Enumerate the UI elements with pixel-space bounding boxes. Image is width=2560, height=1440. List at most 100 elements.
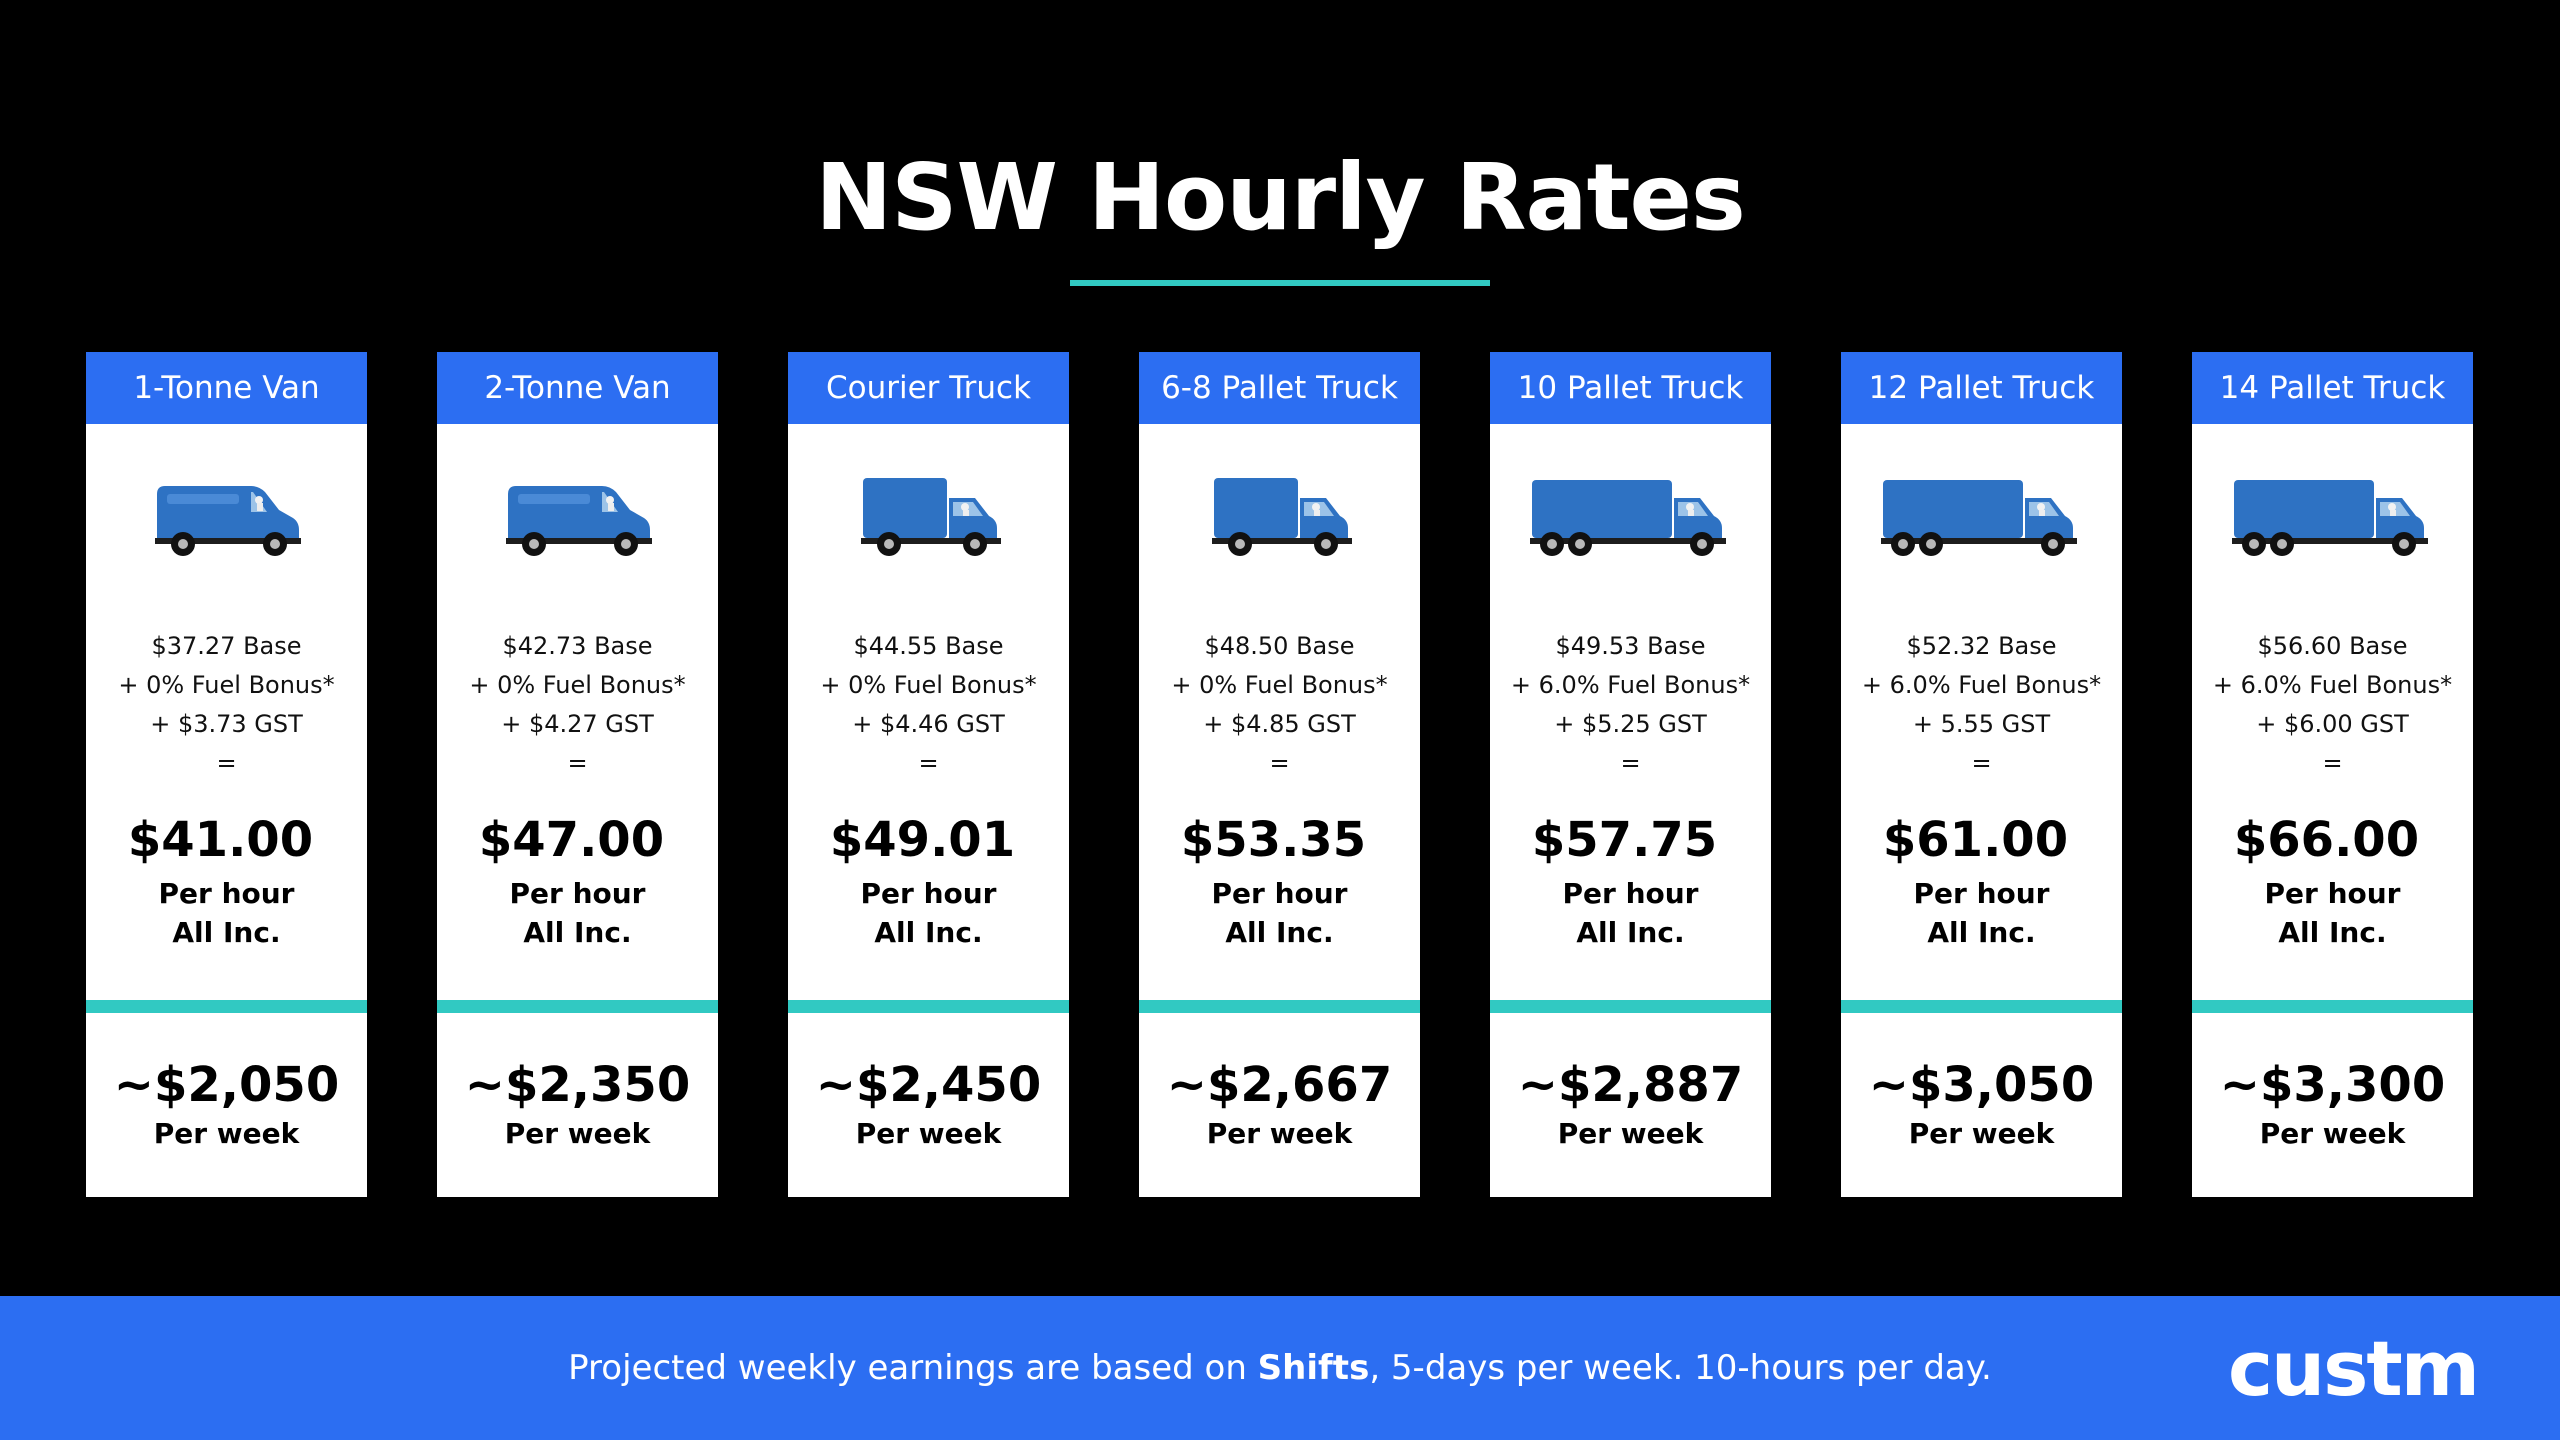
base-rate: $52.32 Base	[1906, 632, 2057, 660]
footer-note-end: , 5-days per week. 10-hours per day.	[1369, 1348, 1992, 1388]
base-rate: $42.73 Base	[502, 632, 653, 660]
large-truck-icon	[1490, 472, 1771, 582]
weekly-total: ~$3,300	[2219, 1057, 2446, 1113]
page-title: NSW Hourly Rates	[815, 144, 1745, 251]
weekly-total: ~$2,050	[113, 1057, 340, 1113]
per-hour-label: Per hour	[2264, 877, 2401, 910]
hourly-unit: Per hour All Inc.	[2192, 874, 2473, 952]
hourly-total: $66.00	[2233, 812, 2420, 868]
van-icon	[86, 472, 367, 582]
card-divider	[86, 1000, 367, 1013]
custm-logo: custm	[2228, 1324, 2480, 1413]
gst-amount: + $4.27 GST	[501, 710, 654, 738]
rate-card-10-pallet-truck: 10 Pallet Truck $49.53 Base + 6.0% Fuel …	[1490, 352, 1771, 1197]
all-inc-label: All Inc.	[172, 916, 281, 949]
per-week-label: Per week	[1908, 1117, 2055, 1150]
weekly-total: ~$2,450	[815, 1057, 1042, 1113]
rate-breakdown: $49.53 Base + 6.0% Fuel Bonus* + $5.25 G…	[1490, 627, 1771, 783]
equals-sign: =	[1269, 749, 1290, 777]
equals-sign: =	[2322, 749, 2343, 777]
rate-cards: 1-Tonne Van $37.27 Base + 0% Fuel Bonus*…	[86, 352, 2476, 1197]
weekly-total: ~$2,887	[1517, 1057, 1744, 1113]
title-underline	[1070, 280, 1490, 286]
footer-note-shifts: Shifts	[1257, 1348, 1370, 1388]
card-divider	[1490, 1000, 1771, 1013]
rate-breakdown: $44.55 Base + 0% Fuel Bonus* + $4.46 GST…	[788, 627, 1069, 783]
card-header: 12 Pallet Truck	[1841, 352, 2122, 424]
card-header: 14 Pallet Truck	[2192, 352, 2473, 424]
gst-amount: + $5.25 GST	[1554, 710, 1707, 738]
gst-amount: + $4.85 GST	[1203, 710, 1356, 738]
hourly-total: $53.35	[1180, 812, 1367, 868]
weekly-total: ~$3,050	[1868, 1057, 2095, 1113]
rate-card-6-8-pallet-truck: 6-8 Pallet Truck $48.50 Base + 0% Fuel B…	[1139, 352, 1420, 1197]
base-rate: $44.55 Base	[853, 632, 1004, 660]
hourly-unit: Per hour All Inc.	[1139, 874, 1420, 952]
equals-sign: =	[567, 749, 588, 777]
fuel-bonus: + 0% Fuel Bonus*	[118, 671, 335, 699]
rate-breakdown: $56.60 Base + 6.0% Fuel Bonus* + $6.00 G…	[2192, 627, 2473, 783]
rate-card-2-tonne-van: 2-Tonne Van $42.73 Base + 0% Fuel Bonus*…	[437, 352, 718, 1197]
card-header: 10 Pallet Truck	[1490, 352, 1771, 424]
gst-amount: + $3.73 GST	[150, 710, 303, 738]
box-truck-icon	[788, 472, 1069, 582]
hourly-total: $61.00	[1882, 812, 2069, 868]
hourly-total: $47.00	[478, 812, 665, 868]
rate-breakdown: $52.32 Base + 6.0% Fuel Bonus* + 5.55 GS…	[1841, 627, 2122, 783]
rate-breakdown: $48.50 Base + 0% Fuel Bonus* + $4.85 GST…	[1139, 627, 1420, 783]
base-rate: $48.50 Base	[1204, 632, 1355, 660]
rate-card-1-tonne-van: 1-Tonne Van $37.27 Base + 0% Fuel Bonus*…	[86, 352, 367, 1197]
hourly-unit: Per hour All Inc.	[437, 874, 718, 952]
per-hour-label: Per hour	[509, 877, 646, 910]
card-divider	[2192, 1000, 2473, 1013]
fuel-bonus: + 0% Fuel Bonus*	[820, 671, 1037, 699]
per-hour-label: Per hour	[1913, 877, 2050, 910]
base-rate: $49.53 Base	[1555, 632, 1706, 660]
fuel-bonus: + 0% Fuel Bonus*	[469, 671, 686, 699]
rate-card-courier-truck: Courier Truck $44.55 Base + 0% Fuel Bonu…	[788, 352, 1069, 1197]
card-divider	[437, 1000, 718, 1013]
card-header: 6-8 Pallet Truck	[1139, 352, 1420, 424]
large-truck-icon	[2192, 472, 2473, 582]
gst-amount: + 5.55 GST	[1912, 710, 2051, 738]
hourly-unit: Per hour All Inc.	[788, 874, 1069, 952]
footer-bar: Projected weekly earnings are based on S…	[0, 1296, 2560, 1440]
hourly-unit: Per hour All Inc.	[1490, 874, 1771, 952]
per-hour-label: Per hour	[1211, 877, 1348, 910]
per-hour-label: Per hour	[158, 877, 295, 910]
footer-note: Projected weekly earnings are based on S…	[0, 1296, 2560, 1440]
weekly-total: ~$2,667	[1166, 1057, 1393, 1113]
fuel-bonus: + 0% Fuel Bonus*	[1171, 671, 1388, 699]
fuel-bonus: + 6.0% Fuel Bonus*	[1861, 671, 2102, 699]
per-week-label: Per week	[855, 1117, 1002, 1150]
card-divider	[1139, 1000, 1420, 1013]
card-header: 1-Tonne Van	[86, 352, 367, 424]
footer-note-start: Projected weekly earnings are based on	[568, 1348, 1258, 1388]
all-inc-label: All Inc.	[1927, 916, 2036, 949]
hourly-unit: Per hour All Inc.	[86, 874, 367, 952]
weekly-total: ~$2,350	[464, 1057, 691, 1113]
box-truck-icon	[1139, 472, 1420, 582]
all-inc-label: All Inc.	[874, 916, 983, 949]
gst-amount: + $6.00 GST	[2256, 710, 2409, 738]
card-divider	[1841, 1000, 2122, 1013]
base-rate: $56.60 Base	[2257, 632, 2408, 660]
van-icon	[437, 472, 718, 582]
rate-breakdown: $37.27 Base + 0% Fuel Bonus* + $3.73 GST…	[86, 627, 367, 783]
equals-sign: =	[918, 749, 939, 777]
hourly-total: $49.01	[829, 812, 1016, 868]
all-inc-label: All Inc.	[1576, 916, 1685, 949]
card-header: 2-Tonne Van	[437, 352, 718, 424]
large-truck-icon	[1841, 472, 2122, 582]
all-inc-label: All Inc.	[2278, 916, 2387, 949]
gst-amount: + $4.46 GST	[852, 710, 1005, 738]
rate-card-14-pallet-truck: 14 Pallet Truck $56.60 Base + 6.0% Fuel …	[2192, 352, 2473, 1197]
per-week-label: Per week	[2259, 1117, 2406, 1150]
hourly-total: $41.00	[127, 812, 314, 868]
rate-card-12-pallet-truck: 12 Pallet Truck $52.32 Base + 6.0% Fuel …	[1841, 352, 2122, 1197]
hourly-unit: Per hour All Inc.	[1841, 874, 2122, 952]
per-hour-label: Per hour	[1562, 877, 1699, 910]
per-week-label: Per week	[504, 1117, 651, 1150]
rate-breakdown: $42.73 Base + 0% Fuel Bonus* + $4.27 GST…	[437, 627, 718, 783]
